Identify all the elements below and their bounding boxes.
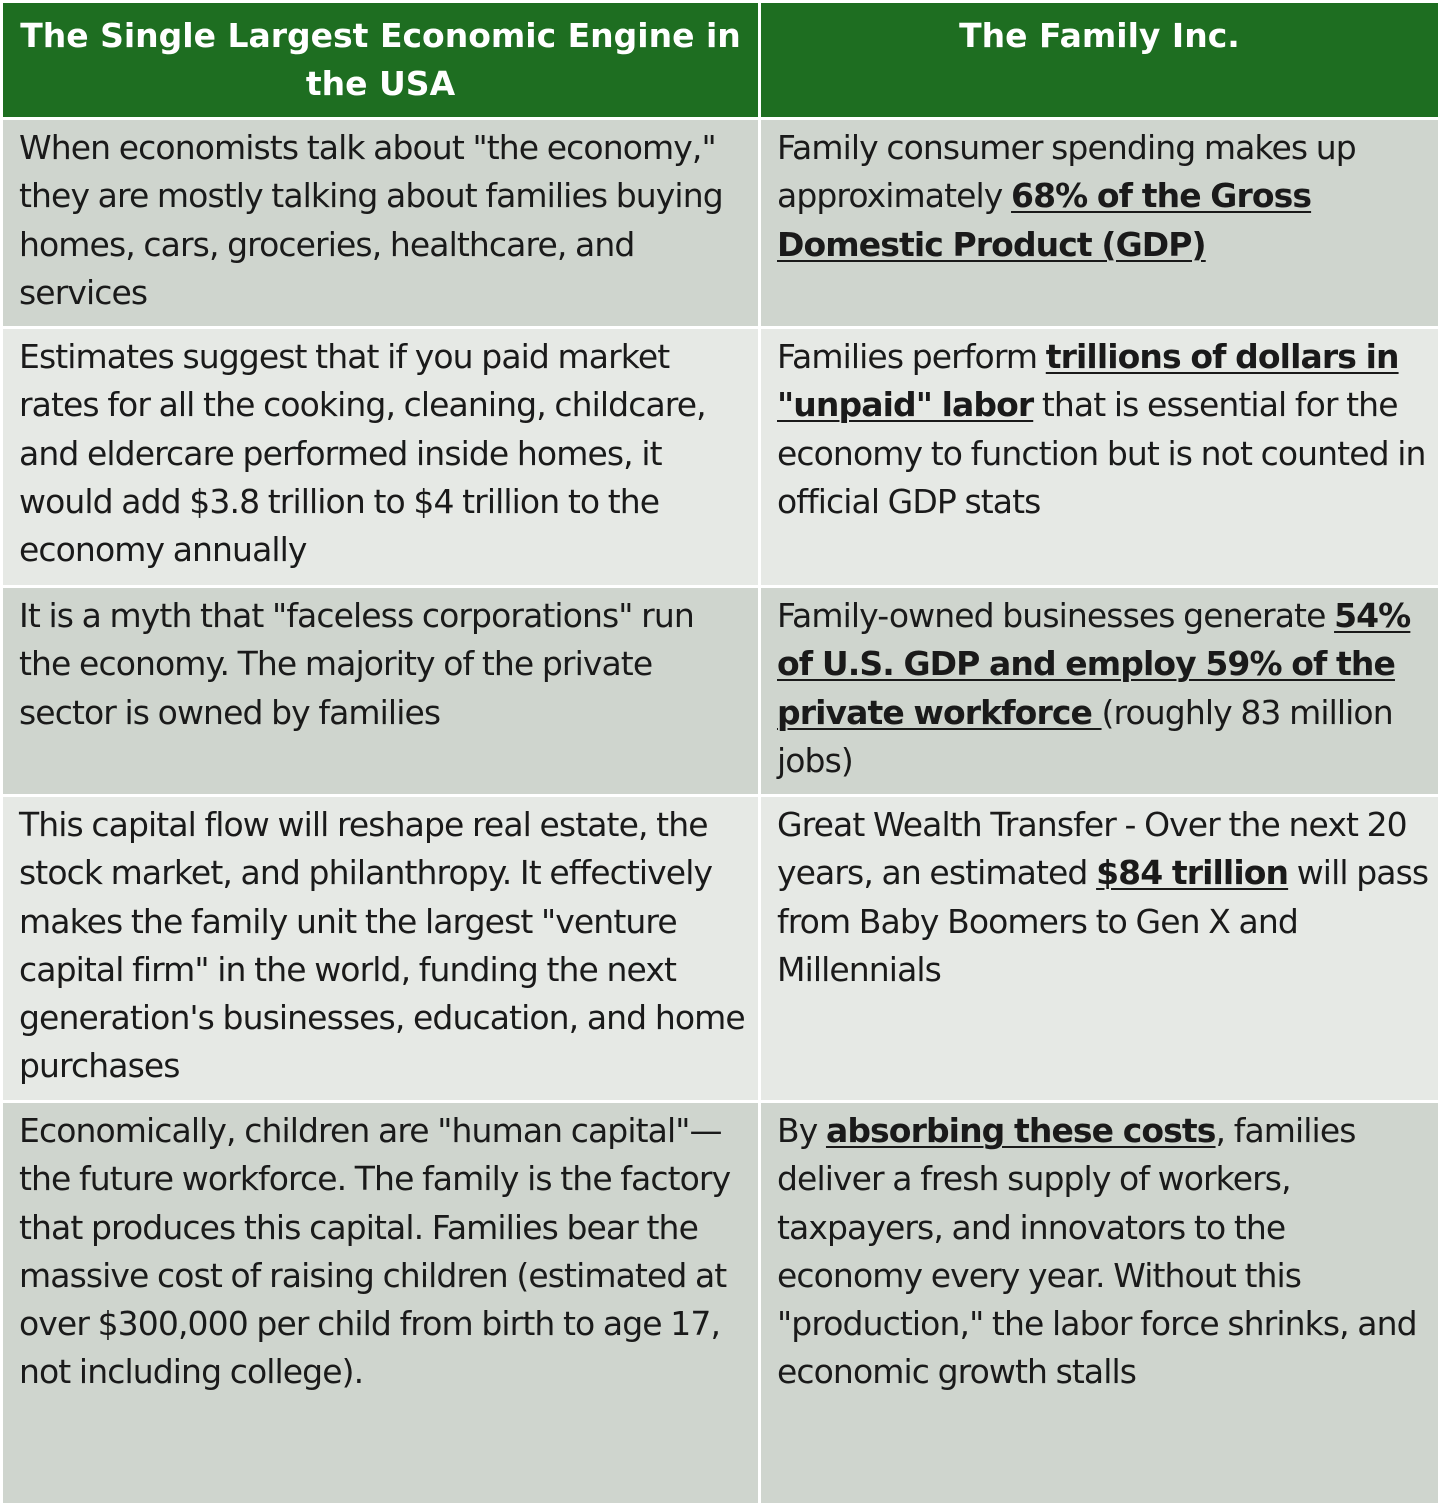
cell-text: Great Wealth Transfer - Over the next 20… [777, 805, 1408, 893]
header-left: The Single Largest Economic Engine in th… [0, 0, 761, 120]
cell-left: When economists talk about "the economy,… [0, 117, 761, 329]
cell-text: Family consumer spending makes up approx… [777, 128, 1357, 216]
header-right: The Family Inc. [758, 0, 1440, 120]
highlight-text: $84 trillion [1096, 853, 1289, 893]
cell-text: , families deliver a fresh supply of wor… [777, 1111, 1418, 1392]
cell-right: Family-owned businesses generate 54% of … [758, 585, 1440, 797]
table-row: It is a myth that "faceless corporations… [0, 585, 1440, 797]
cell-text: that is essential for the economy to fun… [777, 385, 1426, 521]
highlight-text: 68% of the Gross Domestic Product (GDP) [777, 176, 1312, 264]
cell-left: This capital flow will reshape real esta… [0, 794, 761, 1103]
cell-text: Families perform [777, 337, 1046, 376]
cell-left: Estimates suggest that if you paid marke… [0, 326, 761, 588]
highlight-text: absorbing these costs [825, 1111, 1216, 1150]
cell-right: Families perform trillions of dollars in… [758, 326, 1440, 588]
table-row: When economists talk about "the economy,… [0, 117, 1440, 329]
highlight-text: 54% of U.S. GDP and employ 59% of the pr… [777, 596, 1411, 732]
table-row: Economically, children are "human capita… [0, 1100, 1440, 1506]
cell-right: By absorbing these costs, families deliv… [758, 1100, 1440, 1506]
cell-text: Family-owned businesses generate [777, 596, 1335, 635]
cell-right: Great Wealth Transfer - Over the next 20… [758, 794, 1440, 1103]
cell-text: will pass from Baby Boomers to Gen X and… [777, 853, 1429, 989]
cell-text: By [777, 1111, 826, 1150]
header-row: The Single Largest Economic Engine in th… [0, 0, 1440, 120]
cell-left: Economically, children are "human capita… [0, 1100, 761, 1506]
cell-text: (roughly 83 million jobs) [777, 692, 1394, 780]
cell-right: Family consumer spending makes up approx… [758, 117, 1440, 329]
table-row: This capital flow will reshape real esta… [0, 794, 1440, 1103]
table-row: Estimates suggest that if you paid marke… [0, 326, 1440, 588]
cell-left: It is a myth that "faceless corporations… [0, 585, 761, 797]
highlight-text: trillions of dollars in "unpaid" labor [777, 337, 1399, 425]
